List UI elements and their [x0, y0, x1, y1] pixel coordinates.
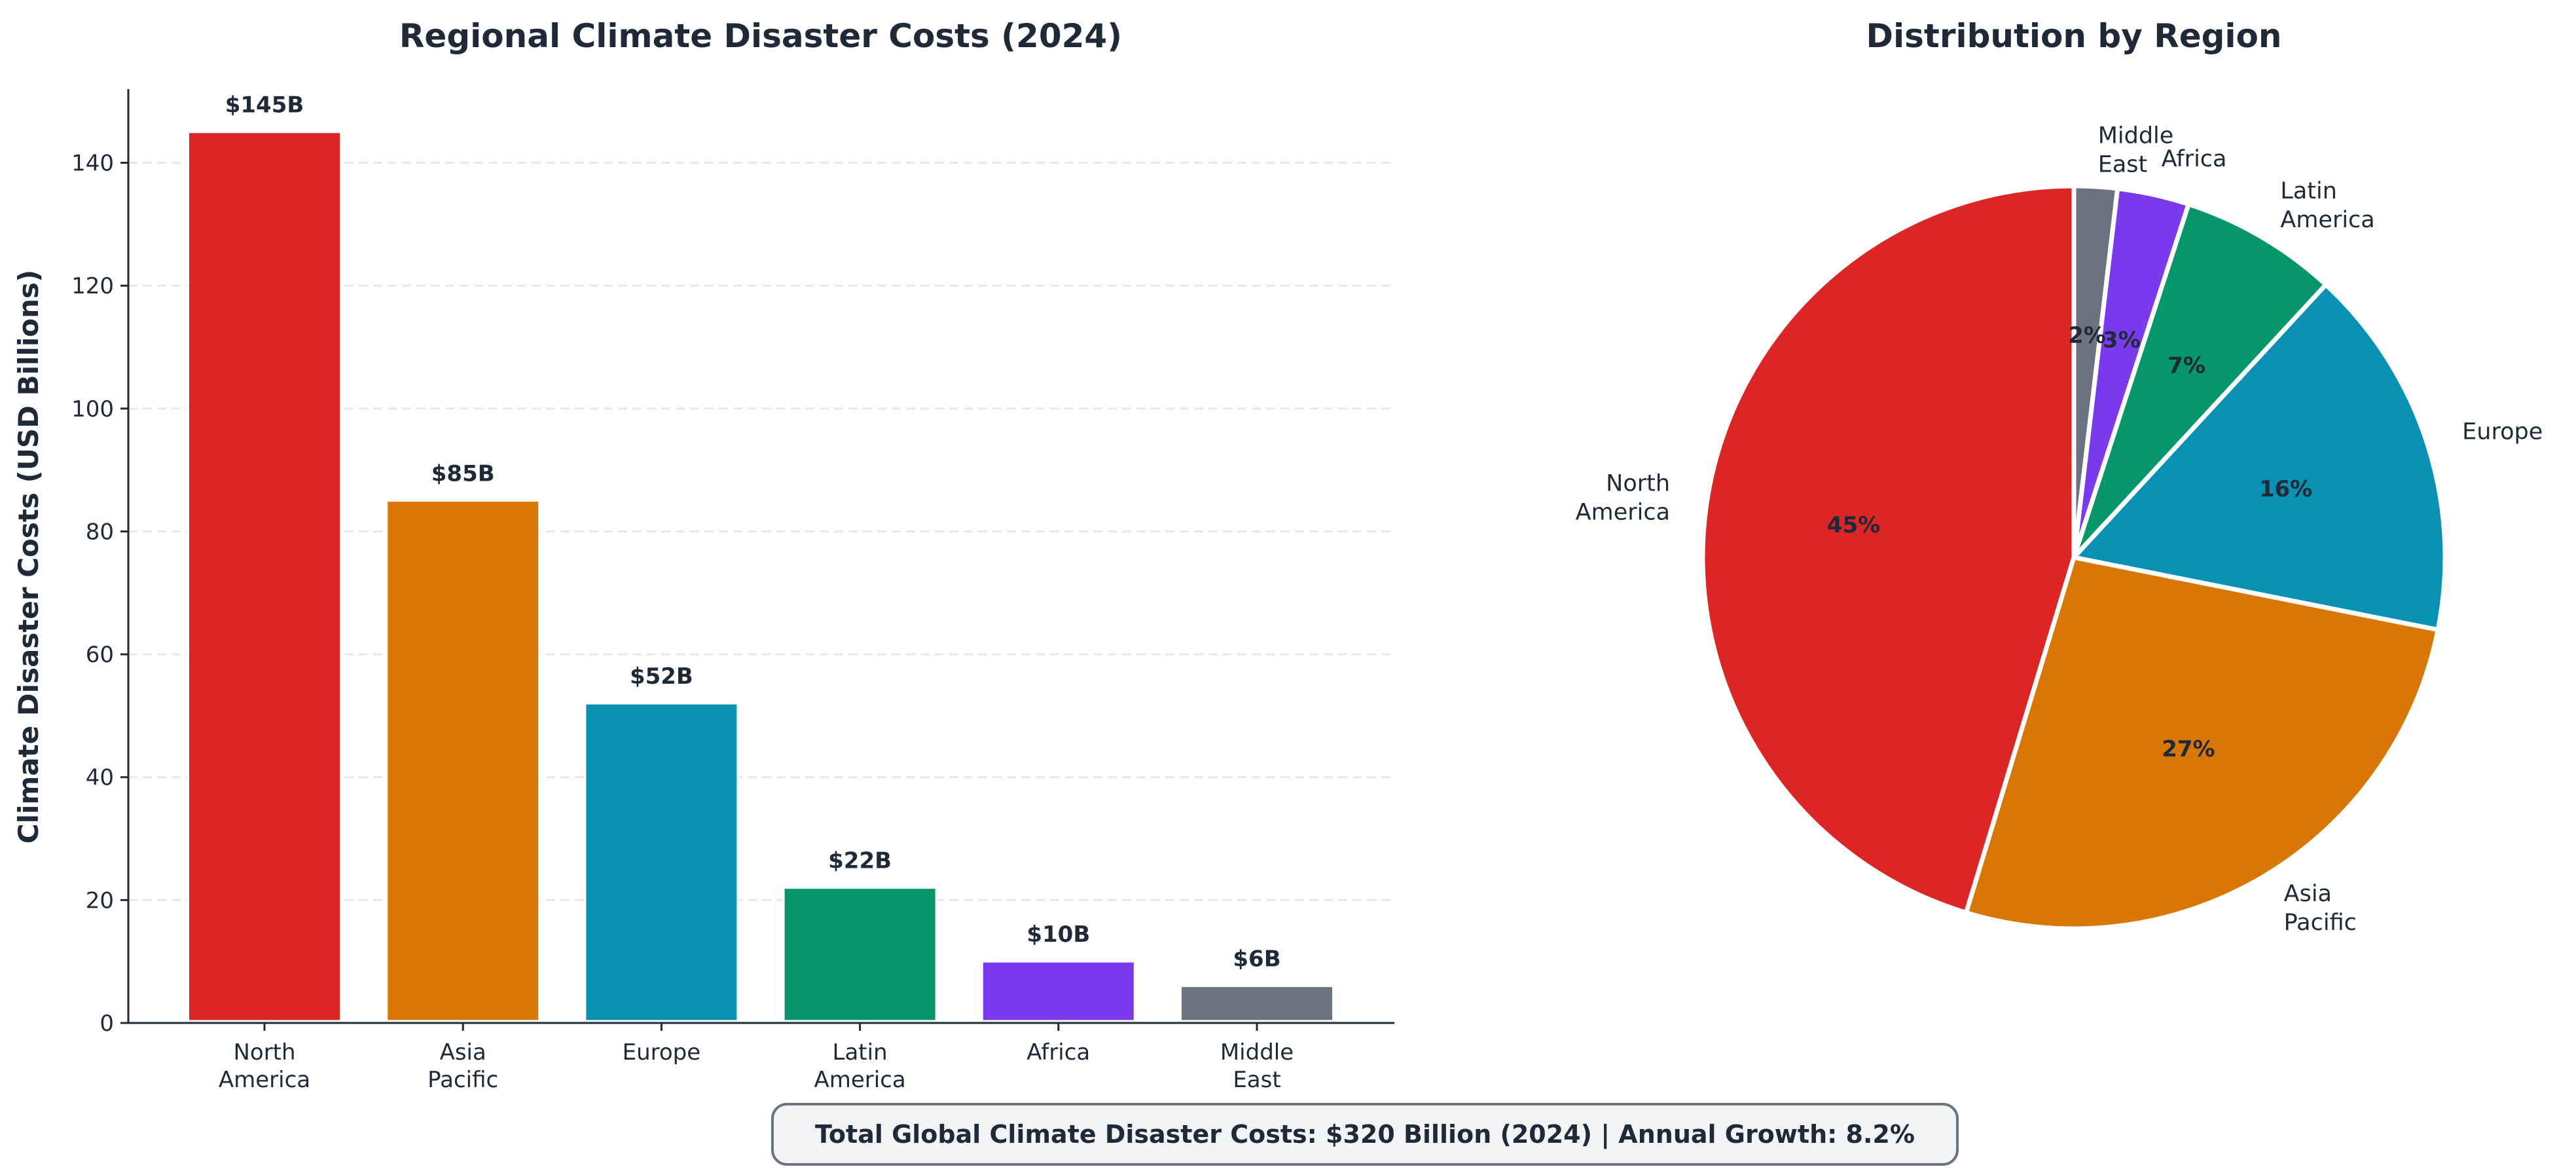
summary-box: Total Global Climate Disaster Costs: $32…: [771, 1103, 1959, 1166]
y-tick-label: 120: [71, 273, 114, 299]
summary-text: Total Global Climate Disaster Costs: $32…: [815, 1120, 1915, 1149]
y-tick-label: 100: [71, 396, 114, 422]
pie-percent-label: 2%: [2068, 322, 2106, 348]
pie-category-label: Asia Pacific: [2284, 881, 2357, 936]
pie-slices: [1700, 183, 2448, 931]
pie-chart-title: Distribution by Region: [1866, 17, 2282, 55]
pie-percent-label: 16%: [2259, 476, 2312, 502]
pie-category-label: Middle East: [2098, 122, 2174, 177]
pie-percent-label: 3%: [2103, 327, 2141, 354]
bar: [782, 887, 937, 1022]
y-tick-label: 140: [71, 151, 114, 177]
bar-data-label: $10B: [1026, 921, 1090, 948]
bars: $145B $85B $52B $22B $10B $6B: [187, 92, 1334, 1022]
y-tick-label: 0: [100, 1011, 114, 1037]
bar: [1180, 985, 1334, 1022]
x-tick-label: Europe: [623, 1039, 701, 1066]
y-tick-label: 60: [86, 642, 114, 668]
pie-category-label: Latin America: [2280, 178, 2374, 233]
bar-data-label: $22B: [828, 848, 892, 874]
bar-data-label: $52B: [630, 663, 693, 690]
pie-percent-label: 45%: [1827, 512, 1880, 538]
y-tick-label: 80: [86, 519, 114, 545]
pie-category-label: Europe: [2462, 418, 2543, 445]
pie-percent-label: 27%: [2162, 736, 2215, 762]
x-tick-label: Middle East: [1220, 1039, 1294, 1093]
pie-chart: Distribution by Region 45% North America 27…: [1576, 17, 2543, 936]
x-tick-label: Africa: [1026, 1039, 1090, 1066]
y-axis-label: Climate Disaster Costs (USD Billions): [12, 270, 45, 844]
y-tick-label: 40: [86, 765, 114, 791]
pie-slice: [1963, 555, 2440, 931]
bar-data-label: $145B: [225, 92, 304, 119]
x-tick-label: Asia Pacific: [427, 1039, 498, 1093]
x-tick-label: Latin America: [814, 1039, 905, 1093]
tick-labels: 0 20 40 60 80 100 120 140 North America Asia Pacifi…: [71, 151, 1294, 1093]
bar-data-label: $85B: [431, 461, 495, 487]
pie-slice: [2071, 202, 2329, 560]
summary-box-background: [771, 1103, 1959, 1166]
pie-labels: 45% North America 27% Asia Pacific 16% Europe 7%…: [1576, 122, 2543, 936]
bar: [981, 960, 1136, 1022]
pie-slice: [1700, 183, 2077, 916]
bar-data-label: $6B: [1233, 946, 1280, 973]
bar-chart: Regional Climate Disaster Costs (2024) C…: [12, 17, 1394, 1093]
bar: [386, 500, 541, 1022]
bar-chart-title: Regional Climate Disaster Costs (2024): [399, 17, 1122, 55]
gridlines: [128, 162, 1394, 901]
pie-slice: [2071, 183, 2120, 560]
pie-category-label: Africa: [2162, 146, 2227, 172]
pie-category-label: North America: [1576, 470, 1670, 525]
x-tick-label: North America: [219, 1039, 310, 1093]
pie-slice: [2071, 282, 2448, 633]
bar: [187, 131, 342, 1022]
y-tick-label: 20: [86, 887, 114, 914]
bar: [584, 702, 739, 1022]
pie-percent-label: 7%: [2168, 352, 2205, 379]
